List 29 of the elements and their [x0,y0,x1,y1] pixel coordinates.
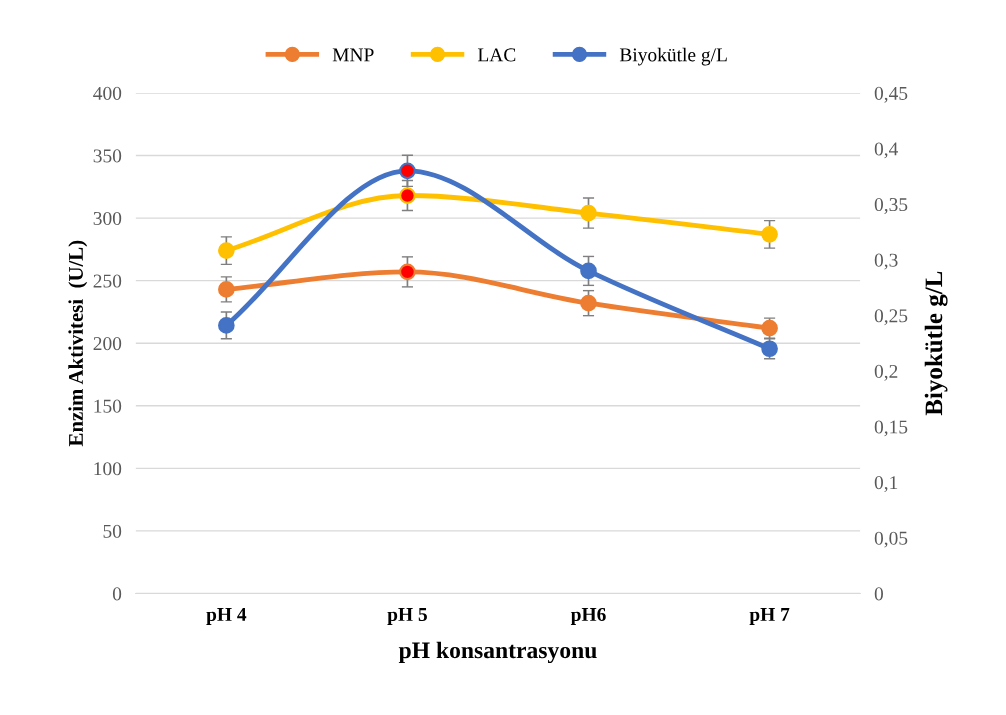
y-tick-label: 50 [103,524,122,538]
y-tick-label: 0 [112,587,122,601]
y-tick-label: 300 [93,211,122,226]
x-tick-label: pH 4 [206,608,247,625]
y-tick-label: 150 [94,399,122,413]
legend-label: Biyokütle g/L [619,47,727,66]
y-tick-label: 200 [93,337,122,351]
legend-label: MNP [332,48,374,62]
y2-tick-label: 0,3 [874,253,898,270]
legend-label: LAC [477,48,516,62]
x-tick-label: pH6 [570,607,606,625]
y-tick-label: 100 [94,462,122,476]
y2-tick-label: 0,05 [874,531,908,548]
y-tick-label: 400 [93,86,122,100]
y-tick-label: 250 [93,274,122,288]
x-tick-label: pH 7 [749,608,790,625]
y2-tick-label: 0,2 [874,364,898,381]
y2-tick-label: 0 [874,587,883,601]
y2-tick-label: 0,1 [874,476,898,492]
x-axis-title: pH konsantrasyonu [398,641,597,664]
y2-tick-label: 0,25 [874,309,908,326]
y2-tick-label: 0,4 [874,142,899,159]
y-tick-label: 350 [93,149,122,163]
x-tick-label: pH 5 [387,608,427,625]
y2-tick-label: 0,45 [874,86,908,103]
y2-tick-label: 0,35 [874,197,908,214]
y2-axis-title: Biyokütle g/L [924,271,948,416]
y-axis-title: Enzim Aktivitesi (U/L) [68,240,88,447]
y2-tick-label: 0,15 [874,420,908,437]
